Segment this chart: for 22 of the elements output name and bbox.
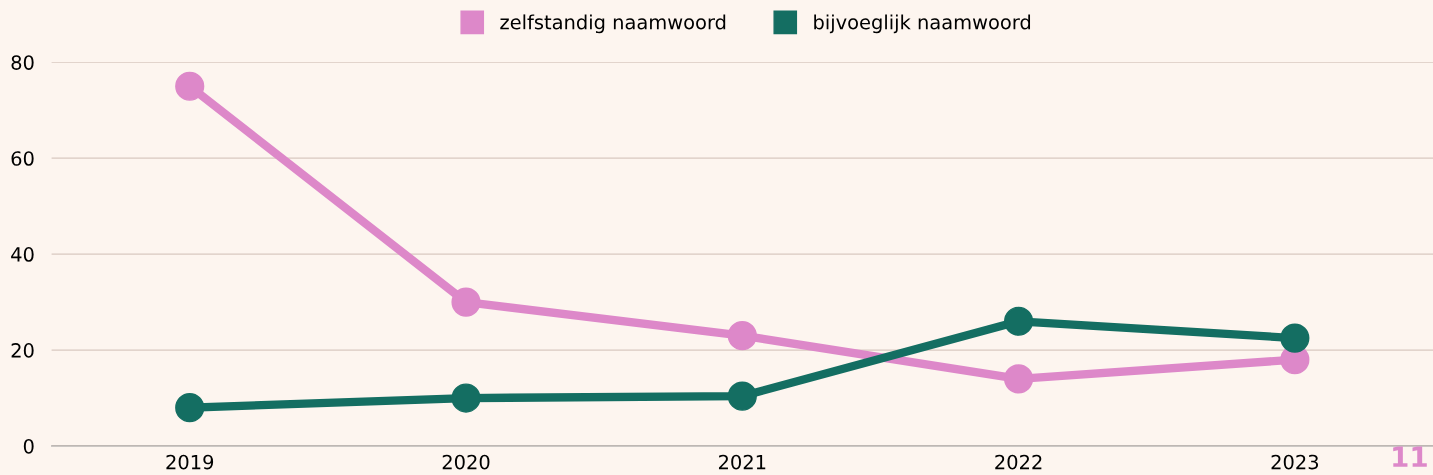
point [727,381,757,411]
point [451,287,481,317]
x-tick-label: 2023 [1271,454,1319,470]
point [1280,323,1310,353]
point [175,71,205,101]
point [727,321,757,351]
x-tick-label: 2019 [166,454,214,470]
y-tick-label: 60 [11,151,34,166]
point [1003,306,1034,336]
legend-label: bijvoeglijk naamwoord [814,14,1031,34]
x-tick-label: 2022 [995,454,1042,470]
y-tick-label: 20 [11,343,34,358]
y-tick-label: 80 [11,55,34,70]
y-tick-label: 40 [11,247,34,262]
point [451,383,481,413]
x-tick-label: 2020 [442,454,490,470]
x-tick-label: 2021 [718,454,766,470]
legend-label: zelfstandig naamwoord [500,14,726,34]
text: 11 [1393,446,1427,467]
point [175,393,205,423]
y-tick-label: 0 [23,438,34,454]
point [1003,364,1034,394]
